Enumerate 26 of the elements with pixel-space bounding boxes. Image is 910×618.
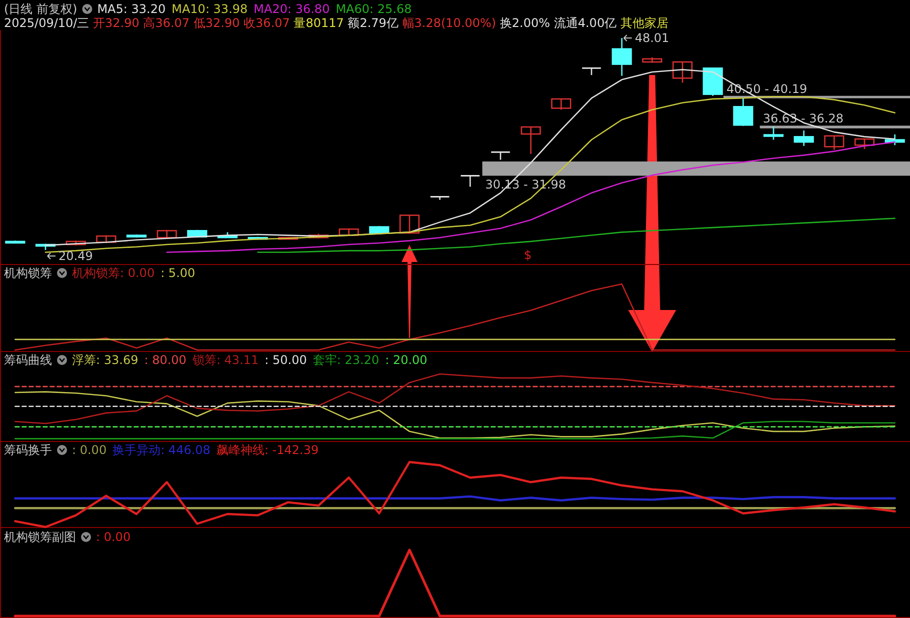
text: 2025/09/10/三 开32.90 高36.07 低32.90 收36.07 量80117 额2.79亿 幅3.28(10.00%) 换2.00% 流通4.00亿 其他家居	[4, 16, 668, 30]
text: : 5.00	[160, 266, 196, 280]
text: : 0.00	[72, 443, 107, 457]
chart-title: (日线 前复权)	[4, 2, 78, 16]
text: : 20.00	[385, 353, 428, 367]
chart-title: 筹码换手	[4, 443, 52, 457]
band-label: 36.63 - 36.28	[762, 112, 844, 126]
annotation: 20.49	[58, 249, 93, 263]
chart-title: 机构锁筹副图	[4, 530, 76, 544]
text: 换手异动: 446.08	[112, 443, 210, 457]
text: 套牢: 23.20	[312, 353, 380, 367]
text: : 50.00	[264, 353, 307, 367]
text: MA20: 36.80	[254, 2, 330, 16]
chart-title: 机构锁筹	[4, 266, 52, 280]
text: 浮筹: 33.69	[72, 353, 138, 367]
chart-title: 筹码曲线	[4, 353, 52, 367]
text: MA10: 33.98	[172, 2, 248, 16]
text: 机构锁筹: 0.00	[72, 266, 155, 280]
text: MA5: 33.20	[97, 2, 166, 16]
text: : 0.00	[96, 530, 131, 544]
text: 飙峰神线: -142.39	[216, 443, 319, 457]
annotation: $	[524, 248, 532, 262]
annotation: 48.01	[634, 31, 670, 45]
text: 锁筹: 43.11	[191, 353, 259, 367]
series-label: : 80.00	[144, 353, 186, 367]
text: MA60: 25.68	[336, 2, 412, 16]
